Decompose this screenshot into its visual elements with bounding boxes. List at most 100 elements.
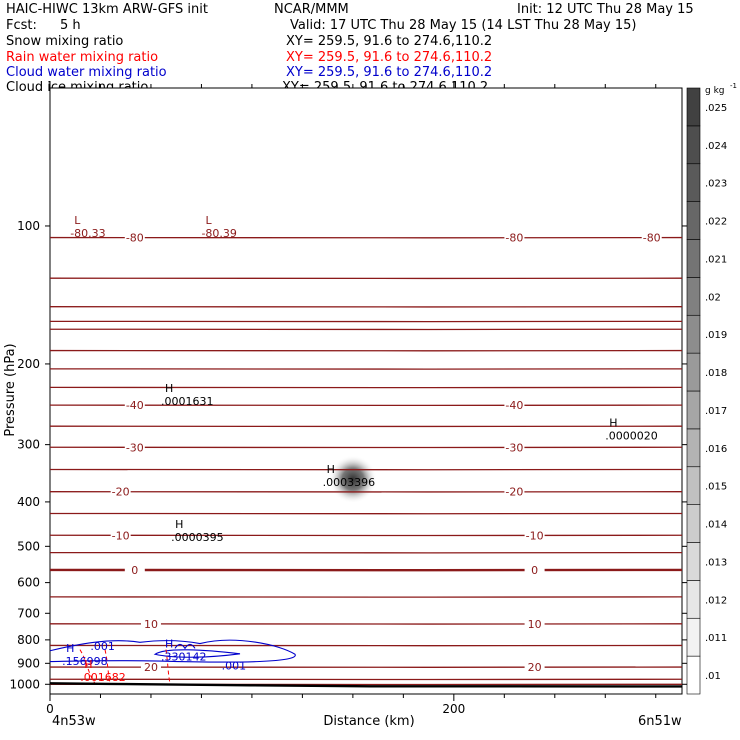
- temperature-contour-label: -80: [126, 232, 144, 245]
- colorbar-cell: [686, 352, 701, 392]
- x-tick-label: 200: [442, 702, 465, 716]
- temperature-contour-label: 20: [144, 661, 158, 674]
- y-tick-label: 900: [17, 656, 40, 670]
- colorbar-label: .015: [705, 482, 727, 493]
- y-tick-label: 500: [17, 539, 40, 553]
- colorbar-cell: [686, 466, 701, 505]
- temperature-contours: -80 -80 -80 -40 -40 -30 -30 -20 -20 -10 -10 0 0 10 10 2…: [49, 231, 683, 686]
- hydrometeor-contour-label: .001: [90, 640, 115, 653]
- extremum-marker: H: [66, 642, 74, 655]
- temperature-contour: [49, 328, 683, 331]
- left-location: 4n53w: [52, 714, 96, 729]
- terrain-surface: [49, 682, 683, 688]
- temperature-contour: [49, 644, 683, 647]
- contour-label-bg: [110, 529, 131, 541]
- y-tick-label: 200: [17, 357, 40, 371]
- init-time: Init: 12 UTC Thu 28 May 15: [517, 2, 694, 17]
- contour-label-bg: [524, 563, 545, 575]
- x-axis-label: Distance (km): [323, 714, 414, 729]
- temperature-contour-label: -40: [505, 399, 523, 412]
- right-location: 6n51w: [638, 714, 682, 729]
- y-tick-label: 400: [17, 495, 40, 509]
- rain-contour: [165, 649, 171, 684]
- colorbar-label: .014: [705, 520, 727, 531]
- contour-label-bg: [140, 617, 161, 629]
- temperature-contour: [49, 595, 683, 598]
- colorbar-label: .025: [705, 103, 727, 114]
- temperature-contour: [49, 534, 683, 537]
- field-xy-snow: XY= 259.5, 91.6 to 274.6,110.2: [286, 34, 493, 49]
- colorbar-cell: [686, 390, 701, 430]
- contour-label-bg: [124, 441, 145, 453]
- extremum-value: .330142: [161, 650, 207, 663]
- cloud-water-contour-inner: [153, 649, 241, 658]
- colorbar-cell: [686, 239, 701, 278]
- temperature-contour-label: -10: [112, 529, 130, 542]
- contour-label-bg: [524, 529, 545, 541]
- fcst-label: Fcst:: [6, 18, 37, 33]
- contour-label-bg: [504, 441, 525, 453]
- rain-contour: [104, 649, 111, 684]
- colorbar-cell: [686, 428, 701, 468]
- extremum-value: -80.33: [70, 227, 105, 240]
- extremum-value: -80.39: [201, 227, 236, 240]
- temperature-contour-label: -40: [126, 399, 144, 412]
- extremum-value: .001682: [80, 671, 126, 684]
- temperature-contour: [49, 446, 683, 449]
- temperature-contour-label: -20: [112, 486, 130, 499]
- temperature-contour-label: -80: [643, 232, 661, 245]
- colorbar-label: .011: [705, 633, 727, 644]
- colorbar-label: .016: [705, 444, 727, 455]
- contour-label-bg: [110, 485, 131, 497]
- colorbar-cell: [686, 87, 701, 127]
- colorbar-cell: [686, 314, 701, 354]
- fcst-value: 5 h: [60, 18, 81, 33]
- field-label-rain: Rain water mixing ratio: [6, 50, 159, 65]
- extremum-marker: H: [327, 463, 335, 476]
- cloud-water-contour-outer: [49, 639, 296, 663]
- colorbar-cell: [686, 655, 701, 695]
- temperature-contour-label: -20: [505, 486, 523, 499]
- colorbar-cell: [686, 277, 701, 316]
- temperature-contour: [49, 236, 683, 239]
- colorbar-label: .013: [705, 557, 727, 568]
- temperature-contour: [49, 490, 683, 493]
- rain-contour: [79, 649, 96, 684]
- temperature-contour: [49, 305, 683, 308]
- temperature-contour-label: 10: [528, 618, 542, 631]
- y-tick-label: 700: [17, 606, 40, 620]
- extremum-marker: H: [84, 658, 92, 671]
- colorbar-label: .02: [705, 292, 721, 303]
- temperature-contour: [49, 320, 683, 323]
- temperature-contour-label: -30: [126, 441, 144, 454]
- annotation-layer: L-80.33L-80.39H.0001631H.0000020H.000339…: [62, 214, 658, 684]
- temperature-contour: [49, 468, 683, 471]
- colorbar-cell: [686, 163, 701, 202]
- temperature-contour: [49, 568, 683, 572]
- colorbar-label: .018: [705, 368, 727, 379]
- temperature-contour: [49, 349, 683, 352]
- extremum-value: .0001631: [161, 395, 214, 408]
- temperature-contour-label: 20: [528, 661, 542, 674]
- plot-frame: [49, 87, 683, 695]
- hydrometeor-contour-label: .001: [222, 660, 247, 673]
- y-tick-label: 800: [17, 633, 40, 647]
- temperature-contour-label: 0: [531, 564, 538, 577]
- field-label-cloud-water: Cloud water mixing ratio: [6, 65, 167, 80]
- extremum-marker: H: [165, 637, 173, 650]
- x-tick-label: 0: [46, 702, 54, 716]
- temperature-contour-label: 10: [144, 618, 158, 631]
- colorbar-label: .01: [705, 671, 721, 682]
- temperature-contour-label: 0: [131, 564, 138, 577]
- terrain-layer: [49, 682, 683, 688]
- contour-label-bg: [124, 231, 145, 243]
- temperature-contour-label: -30: [505, 441, 523, 454]
- contour-label-bg: [504, 231, 525, 243]
- colorbar-unit: g kg: [705, 86, 725, 96]
- contour-label-bg: [504, 399, 525, 411]
- contour-label-bg: [524, 661, 545, 673]
- temperature-contour: [49, 277, 683, 280]
- contour-label-bg: [124, 399, 145, 411]
